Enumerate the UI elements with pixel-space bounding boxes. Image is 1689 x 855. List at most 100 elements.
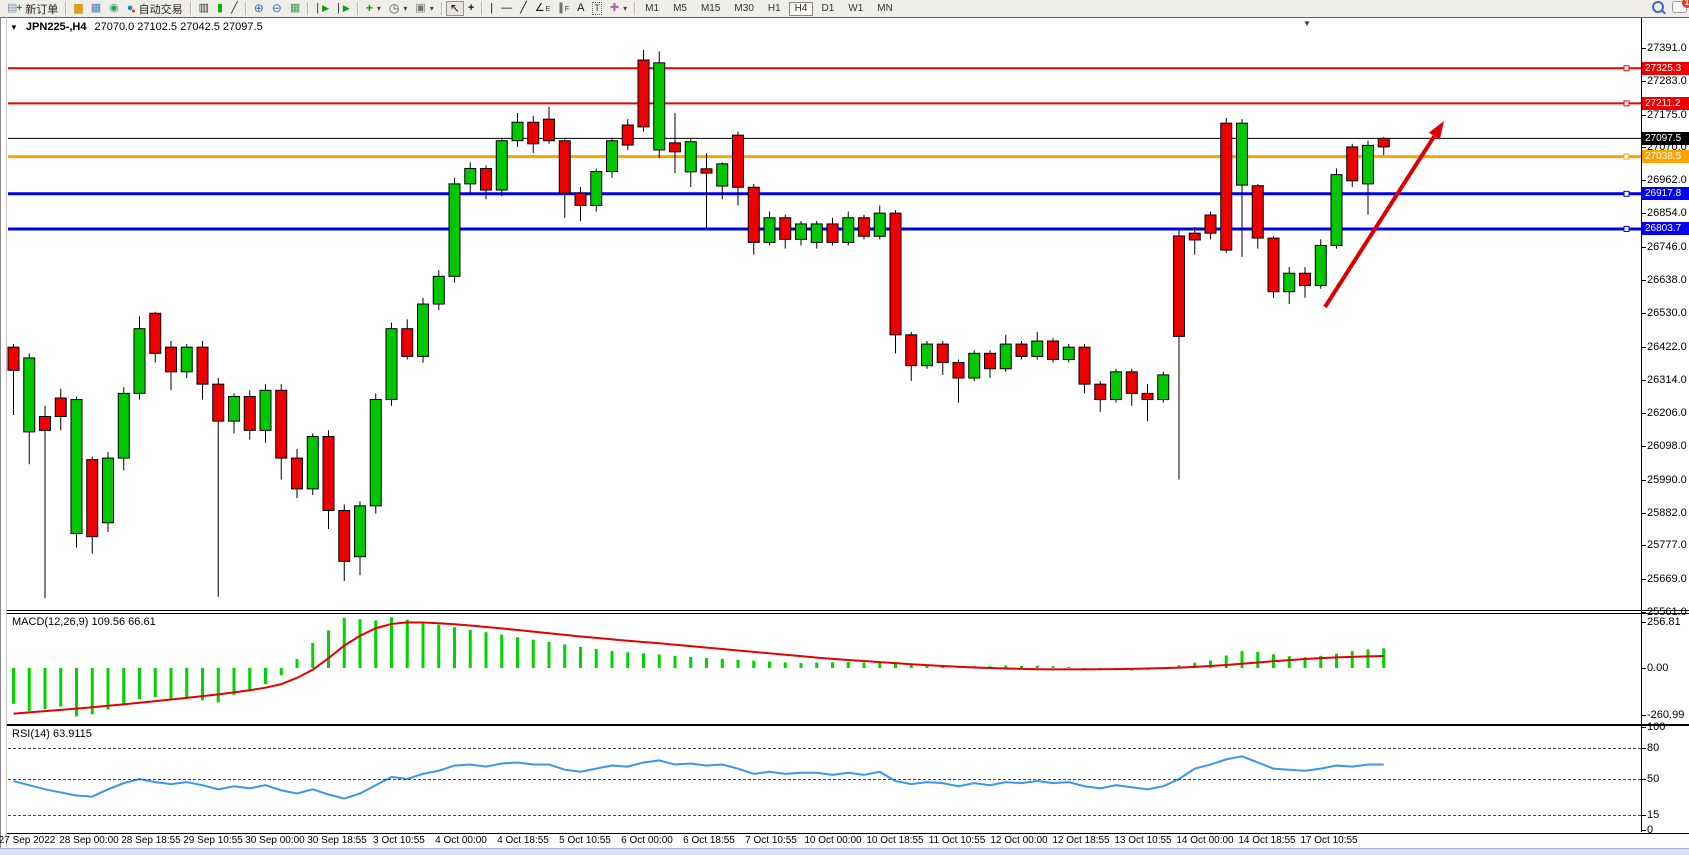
candle-body: [669, 142, 681, 153]
template-button[interactable]: ▣ ▾: [411, 1, 437, 16]
tile-windows-button[interactable]: ▦: [286, 1, 304, 16]
text-tool-button[interactable]: A: [573, 1, 588, 16]
candle-body: [86, 459, 99, 538]
label-tool-button[interactable]: T: [588, 1, 606, 16]
symbol-dropdown-icon[interactable]: ▼: [10, 22, 18, 32]
macd-label: MACD(12,26,9) 109.56 66.61: [12, 616, 156, 628]
trend-arrow-line[interactable]: [1323, 135, 1436, 309]
fibo-sub-label: E: [545, 6, 551, 13]
chart-shift-marker-icon[interactable]: ▼: [1303, 19, 1311, 28]
timeframe-button-MN[interactable]: MN: [871, 2, 899, 16]
zoom-in-icon: ⊕: [253, 1, 264, 15]
price-tick-label: 26206.0: [1647, 407, 1687, 420]
bar-chart-button[interactable]: ▥: [195, 1, 213, 16]
cursor-icon: ↖: [449, 1, 460, 15]
auto-scroll-button[interactable]: | ▶: [312, 1, 333, 16]
candle-body: [889, 212, 902, 336]
hline-handle[interactable]: [1623, 65, 1630, 72]
candle-body: [952, 362, 965, 379]
candle-body: [637, 59, 650, 128]
price-tickmark: [1641, 545, 1646, 547]
zoom-out-button[interactable]: ⊖: [268, 1, 286, 16]
shapes-button[interactable]: ✚ ▾: [606, 1, 631, 16]
timeframe-button-M30[interactable]: M30: [728, 2, 759, 16]
rsi-level-line: [8, 779, 1641, 780]
timeframe-button-W1[interactable]: W1: [842, 2, 869, 16]
chart-axis-icon: |: [337, 2, 340, 14]
candle-body: [590, 171, 603, 206]
toolbar-separator: [440, 2, 443, 15]
candle-body: [149, 312, 162, 354]
ohlc-values: 27070.0 27102.5 27042.5 27097.5: [94, 21, 263, 33]
candlestick-chart-button[interactable]: ▮: [213, 1, 227, 16]
market-watch-button[interactable]: ▆: [70, 1, 86, 16]
autotrade-button[interactable]: ● ● 自动交易: [123, 1, 187, 16]
period-button[interactable]: ◷ ▾: [385, 1, 412, 16]
candle-body: [527, 121, 540, 145]
toolbar-separator: [244, 2, 247, 15]
zoom-in-button[interactable]: ⊕: [250, 1, 268, 16]
add-indicator-button[interactable]: + ▾: [362, 1, 385, 16]
candle-body: [1015, 343, 1028, 357]
candle-body: [779, 217, 792, 240]
price-tick-label: 26746.0: [1647, 240, 1687, 253]
candle-body: [1377, 137, 1390, 148]
chart-title-row: ▼ JPN225-,H4 27070.0 27102.5 27042.5 270…: [10, 21, 263, 33]
date-label: 28 Sep 18:55: [121, 835, 181, 846]
date-label: 6 Oct 18:55: [683, 835, 735, 846]
timeframe-button-D1[interactable]: D1: [815, 2, 840, 16]
hline-handle[interactable]: [1623, 100, 1630, 107]
globe-icon: ●: [126, 2, 134, 14]
new-order-button[interactable]: ▤ + 新订单: [3, 1, 62, 16]
hline-handle[interactable]: [1623, 153, 1630, 160]
price-tickmark: [1641, 114, 1646, 116]
candle-body: [1236, 122, 1248, 186]
chart-shift-button[interactable]: | ▶: [333, 1, 354, 16]
chart-window-button[interactable]: ▦: [87, 1, 105, 16]
candle-body: [1110, 371, 1122, 401]
trend-arrow-head[interactable]: [1428, 121, 1444, 140]
search-icon[interactable]: [1652, 1, 1664, 13]
window-inner-edge: [6, 17, 7, 847]
timeframe-button-H1[interactable]: H1: [762, 2, 787, 16]
signals-button[interactable]: ◉: [105, 1, 123, 16]
price-pane[interactable]: [7, 18, 1689, 611]
vertical-line-button[interactable]: |: [486, 1, 497, 16]
rsi-tick-label: 50: [1647, 773, 1660, 785]
macd-pane[interactable]: [7, 613, 1689, 725]
date-label: 6 Oct 00:00: [621, 835, 673, 846]
candle-body: [275, 389, 288, 459]
candle-body: [385, 328, 398, 401]
candle-body: [133, 328, 146, 394]
trendline-button[interactable]: ╱: [516, 1, 531, 16]
crosshair-tool-button[interactable]: +: [464, 1, 478, 16]
date-label: 30 Sep 00:00: [245, 835, 305, 846]
horizontal-line-button[interactable]: —: [497, 1, 516, 16]
line-chart-button[interactable]: ╱: [227, 1, 242, 16]
chat-icon[interactable]: 1: [1672, 0, 1689, 13]
symbol-period-label: JPN225-,H4: [25, 21, 87, 33]
timeframe-button-H4[interactable]: H4: [788, 1, 814, 16]
channel-button[interactable]: ∥ F: [554, 1, 573, 16]
candle-body: [165, 346, 177, 373]
candle-body: [401, 328, 414, 357]
crosshair-icon: +: [467, 2, 475, 14]
timeframe-button-M1[interactable]: M1: [639, 2, 665, 16]
price-tick-label: 27283.0: [1647, 75, 1687, 88]
hline-handle[interactable]: [1623, 190, 1630, 197]
cursor-tool-button[interactable]: ↖: [445, 1, 464, 16]
timeframe-button-M15[interactable]: M15: [695, 2, 726, 16]
price-tick-label: 25669.0: [1647, 572, 1687, 585]
timeframe-button-M5[interactable]: M5: [667, 2, 693, 16]
candle-body: [1094, 383, 1107, 401]
date-label: 28 Sep 00:00: [59, 835, 119, 846]
chevron-down-icon: ▾: [403, 4, 408, 13]
date-label: 12 Oct 18:55: [1052, 835, 1110, 846]
fibonacci-button[interactable]: ∠ E: [531, 1, 555, 16]
candle-body: [747, 186, 760, 243]
notification-badge: 1: [1682, 0, 1689, 8]
macd-signal-line: [13, 621, 1384, 715]
hline-handle[interactable]: [1623, 225, 1630, 232]
price-tickmark: [1641, 213, 1646, 215]
